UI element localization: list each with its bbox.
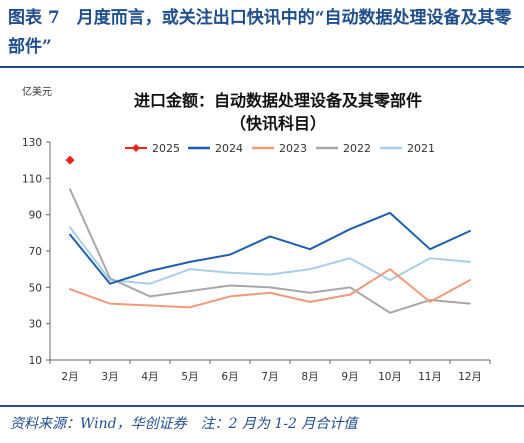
x-tick-label: 2月 [61,371,78,383]
legend-label-2024: 2024 [215,142,243,155]
y-tick-label: 10 [29,355,42,367]
y-tick-label: 130 [22,137,42,149]
legend: 2025 2024 2023 2022 2021 [125,142,435,155]
bottom-rule [0,405,524,407]
chart-title-line-2: （快讯科目） [230,114,326,133]
y-tick-label: 90 [29,210,42,222]
legend-label-2021: 2021 [407,142,435,155]
x-tick-label: 10月 [378,371,402,383]
series-2025-point [65,155,75,165]
y-axis-unit-label: 亿美元 [22,85,52,98]
x-tick-label: 3月 [101,371,118,383]
legend-label-2025: 2025 [152,142,180,155]
series-2023-line [69,268,471,309]
x-tick-label: 8月 [301,371,318,383]
x-tick-label: 6月 [221,371,238,383]
y-tick-label: 110 [22,173,42,185]
x-tick-label: 12月 [458,371,482,383]
y-tick-label: 70 [29,246,42,258]
x-tick-label: 5月 [181,371,198,383]
axes: 10 30 50 70 90 110 130 2月 3月 4月 5月 6月 7月 8月 9月 10月 11月 12… [22,137,491,383]
series-layer [65,155,471,314]
series-2024-line [69,211,471,285]
source-note: 资料来源：Wind，华创证券 注：2 月为 1-2 月合计值 [10,416,358,432]
x-tick-label: 11月 [418,371,442,383]
y-tick-label: 30 [29,319,42,331]
top-rule [0,66,524,68]
y-tick-label: 50 [29,282,42,294]
x-tick-label: 9月 [341,371,358,383]
legend-marker-2025 [132,144,140,152]
series-2021-line [69,226,471,285]
x-tick-label: 4月 [141,371,158,383]
x-tick-label: 7月 [261,371,278,383]
legend-label-2023: 2023 [279,142,307,155]
series-2022-line [69,188,471,314]
chart-title-line-1: 进口金额：自动数据处理设备及其零部件 [134,91,422,110]
figure-title: 图表 7 月度而言，或关注出口快讯中的“自动数据处理设备及其零部件” [8,8,512,57]
legend-label-2022: 2022 [343,142,371,155]
